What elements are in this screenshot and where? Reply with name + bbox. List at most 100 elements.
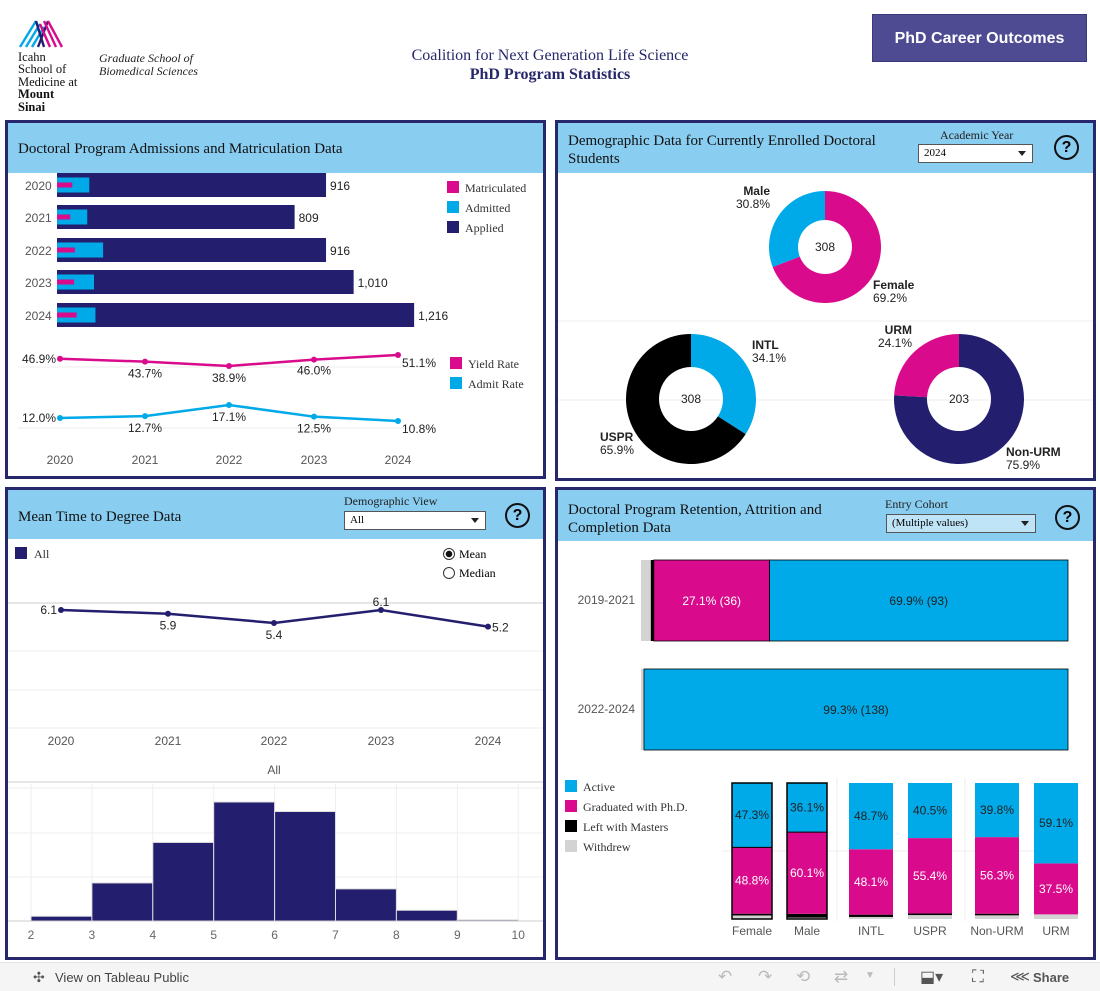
download-icon[interactable]: ⬓▾ [920,969,944,986]
help-button[interactable]: ? [1055,505,1080,530]
time-to-degree-chart: All 6.1 5.9 5.4 6.1 5.2 2020 2021 2022 2023 2024 Al… [8,547,543,942]
tableau-toolbar: ✣ View on Tableau Public ↶ ↷ ⟲ ⇄ ▼ ⬓▾ ⛶ … [0,962,1100,991]
cohort-label: 2019-2021 [578,593,636,607]
page-title: Coalition for Next Generation Life Scien… [380,47,720,84]
x-axis-label: 2023 [368,734,395,748]
rate-point [57,414,63,421]
panel-header: Demographic Data for Currently Enrolled … [558,123,1093,173]
active-segment [908,783,952,839]
rate-point [57,355,63,362]
cohort-label: 2022-2024 [578,702,636,716]
button-label: PhD Career Outcomes [894,30,1065,47]
statistic-radio-group: Mean Median [443,547,496,581]
rate-point [311,413,317,420]
rate-point [395,418,401,424]
legend-swatch [447,221,459,233]
rate-label: 12.5% [297,422,331,436]
active-label: 59.1% [1039,816,1073,830]
rate-label: 12.7% [128,421,162,435]
radio-median[interactable]: Median [443,566,496,581]
rate-label: 12.0% [22,411,56,425]
legend-label: Applied [465,221,504,235]
histogram-bar [30,915,93,922]
active-segment [643,668,1069,751]
active-label: 39.8% [980,803,1014,817]
legend-label: All [34,547,50,561]
admissions-chart: 2020 916 2021 809 2022 916 2023 1,010 2024 1,216 M… [18,173,526,467]
histogram-tick-label: 5 [210,928,217,942]
radio-mean[interactable]: Mean [443,547,496,566]
phd-career-outcomes-button[interactable]: PhD Career Outcomes [872,14,1087,62]
refresh-icon[interactable]: ⇄ [834,967,849,986]
demographic-view-dropdown[interactable]: All [344,511,486,530]
time-to-degree-panel: Mean Time to Degree Data Demographic Vie… [5,487,546,960]
donut-percent-label: 65.9% [600,443,634,457]
mean-point [378,607,384,613]
admissions-panel: Doctoral Program Admissions and Matricul… [5,120,546,479]
donut-slice [772,191,881,303]
year-label: 2024 [25,309,52,323]
legend-label: Left with Masters [583,820,669,834]
applied-bar [57,173,327,197]
active-label: 47.3% [735,808,769,822]
masters-segment [849,914,893,917]
graduated-label: 37.5% [1039,882,1073,896]
panel-header: Doctoral Program Retention, Attrition an… [558,490,1093,541]
graduated-label: 56.3% [980,868,1014,882]
mean-label: 5.9 [160,619,177,633]
donut-slice [626,334,746,464]
group-label: INTL [858,924,884,938]
graduated-segment [732,847,772,914]
radio-checked-icon [443,548,455,560]
undo-icon[interactable]: ↶ [718,967,733,986]
legend-swatch [565,780,577,792]
fullscreen-icon[interactable]: ⛶ [972,967,984,986]
donut-category-label: INTL [752,338,779,352]
year-label: 2020 [25,179,52,193]
masters-segment [650,560,654,641]
school-line: Biomedical Sciences [99,64,198,78]
rate-point [395,352,401,358]
donut-category-label: URM [885,323,912,337]
revert-icon[interactable]: ⟲ [796,967,811,986]
divider [894,968,895,986]
help-button[interactable]: ? [1054,135,1079,160]
help-button[interactable]: ? [505,503,530,528]
title-line2: PhD Program Statistics [469,66,631,83]
chevron-down-icon [471,518,479,523]
group-label: Non-URM [970,924,1023,938]
legend-label: Graduated with Ph.D. [583,800,688,814]
academic-year-label: Academic Year [940,128,1014,142]
group-label: URM [1042,924,1069,938]
active-label: 48.7% [854,809,888,823]
selected-outline [731,782,773,920]
academic-year-dropdown[interactable]: 2024 [918,144,1033,163]
histogram-tick-label: 4 [149,928,156,942]
radio-unchecked-icon [443,567,455,579]
entry-cohort-dropdown[interactable]: (Multiple values) [886,514,1036,533]
histogram-tick-label: 7 [332,928,339,942]
legend-swatch [565,820,577,832]
mean-point [165,610,171,617]
chevron-down-icon[interactable]: ▼ [865,970,875,981]
logo-mark-icon [18,20,64,48]
x-axis-label: 2020 [48,734,75,748]
applied-value-label: 809 [299,211,319,225]
matriculated-bar [57,214,71,220]
donut-total: 308 [681,392,701,406]
share-button[interactable]: Share [1033,970,1070,985]
withdrew-segment [732,915,772,919]
active-segment [849,783,893,850]
help-icon: ? [512,507,523,524]
redo-icon[interactable]: ↷ [758,967,773,986]
view-on-tableau-link[interactable]: View on Tableau Public [55,970,189,985]
applied-bar [57,205,295,229]
title-line1: Coalition for Next Generation Life Scien… [411,47,689,64]
applied-value-label: 1,010 [358,276,388,290]
active-label: 36.1% [790,801,824,815]
matriculated-bar [57,182,73,188]
histogram-title: All [267,763,280,777]
donut-slice [894,334,959,398]
rate-point [142,358,148,365]
share-icon[interactable]: ⋘ [1010,968,1030,984]
